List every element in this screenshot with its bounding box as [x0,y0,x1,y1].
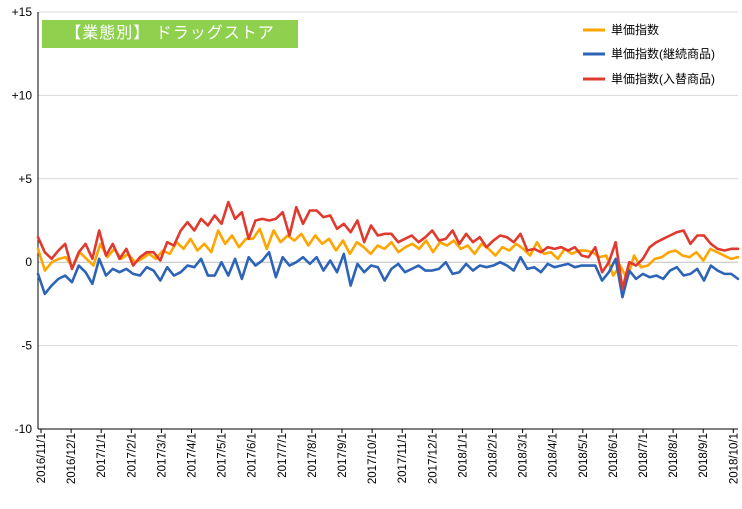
x-tick-label: 2016/12/1 [66,433,78,484]
series-line-3 [36,200,740,291]
x-tick-label: 2017/3/1 [156,433,168,478]
series-line-2 [36,250,740,299]
x-tick-labels: 2016/11/1 2016/12/1 2017/1/1 2017/2/1 2017/3… [36,433,740,484]
x-tick-label: 2017/1/1 [96,433,108,478]
y-tick-label: -5 [21,339,32,353]
series-line-1 [36,227,740,281]
x-tick-label: 2017/4/1 [187,433,199,478]
x-tick-label: 2017/9/1 [337,433,349,478]
x-tick-label: 2017/7/1 [277,433,289,478]
legend-label-2: 単価指数(継続商品) [611,46,715,61]
chart-title: 【業態別】 ドラッグストア [42,20,298,48]
y-tick-label: 0 [25,255,32,269]
legend-label-1: 単価指数 [611,22,659,37]
series-lines [36,200,740,299]
x-tick-label: 2017/8/1 [307,433,319,478]
x-tick-label: 2018/6/1 [608,433,620,478]
x-tick-label: 2017/6/1 [247,433,259,478]
y-tick-label: +5 [18,172,32,186]
y-tick-label: +15 [12,5,33,19]
x-tick-label: 2017/5/1 [217,433,229,478]
x-tick-label: 2018/2/1 [488,433,500,478]
x-tick-label: 2018/3/1 [518,433,530,478]
x-tick-label: 2018/7/1 [638,433,650,478]
legend-label-3: 単価指数(入替商品) [611,71,715,86]
x-tick-label: 2017/11/1 [397,433,409,483]
y-tick-labels: +15 +10 +5 0 -5 -10 [12,5,33,436]
x-tick-label: 2018/4/1 [548,433,560,478]
x-tick-label: 2016/11/1 [36,433,48,483]
x-tick-label: 2017/2/1 [126,433,138,478]
x-tick-label: 2018/9/1 [698,433,710,478]
axes [37,12,738,433]
x-tick-label: 2017/12/1 [427,433,439,484]
x-tick-label: 2018/1/1 [457,433,469,478]
x-tick-label: 2017/10/1 [367,433,379,484]
x-tick-label: 2018/5/1 [578,433,590,478]
x-tick-label: 2018/10/1 [728,433,740,484]
y-tick-label: -10 [15,422,33,436]
x-tick-label: 2018/8/1 [668,433,680,478]
y-tick-label: +10 [12,88,33,102]
